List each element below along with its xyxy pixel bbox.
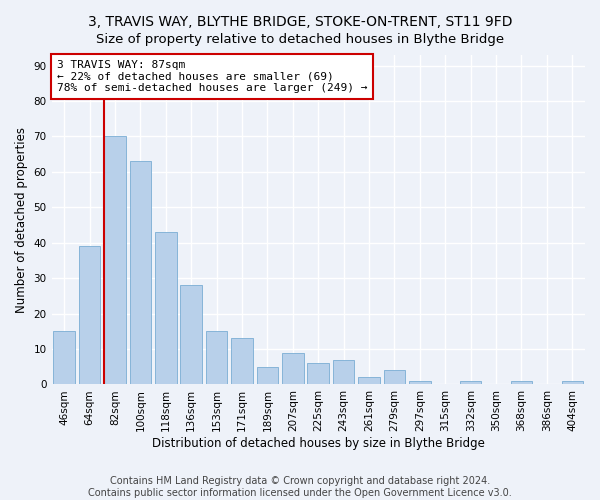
Bar [511, 381, 532, 384]
Bar [155, 232, 176, 384]
Bar [333, 360, 355, 384]
Bar [53, 332, 75, 384]
Bar [130, 162, 151, 384]
Bar [383, 370, 405, 384]
Bar [104, 136, 126, 384]
Text: 3 TRAVIS WAY: 87sqm
← 22% of detached houses are smaller (69)
78% of semi-detach: 3 TRAVIS WAY: 87sqm ← 22% of detached ho… [57, 60, 367, 93]
X-axis label: Distribution of detached houses by size in Blythe Bridge: Distribution of detached houses by size … [152, 437, 485, 450]
Bar [231, 338, 253, 384]
Bar [206, 332, 227, 384]
Bar [257, 366, 278, 384]
Y-axis label: Number of detached properties: Number of detached properties [15, 126, 28, 312]
Text: Contains HM Land Registry data © Crown copyright and database right 2024.
Contai: Contains HM Land Registry data © Crown c… [88, 476, 512, 498]
Bar [282, 352, 304, 384]
Bar [409, 381, 431, 384]
Bar [181, 286, 202, 384]
Bar [460, 381, 481, 384]
Text: 3, TRAVIS WAY, BLYTHE BRIDGE, STOKE-ON-TRENT, ST11 9FD: 3, TRAVIS WAY, BLYTHE BRIDGE, STOKE-ON-T… [88, 15, 512, 29]
Bar [307, 363, 329, 384]
Bar [358, 378, 380, 384]
Text: Size of property relative to detached houses in Blythe Bridge: Size of property relative to detached ho… [96, 32, 504, 46]
Bar [79, 246, 100, 384]
Bar [562, 381, 583, 384]
